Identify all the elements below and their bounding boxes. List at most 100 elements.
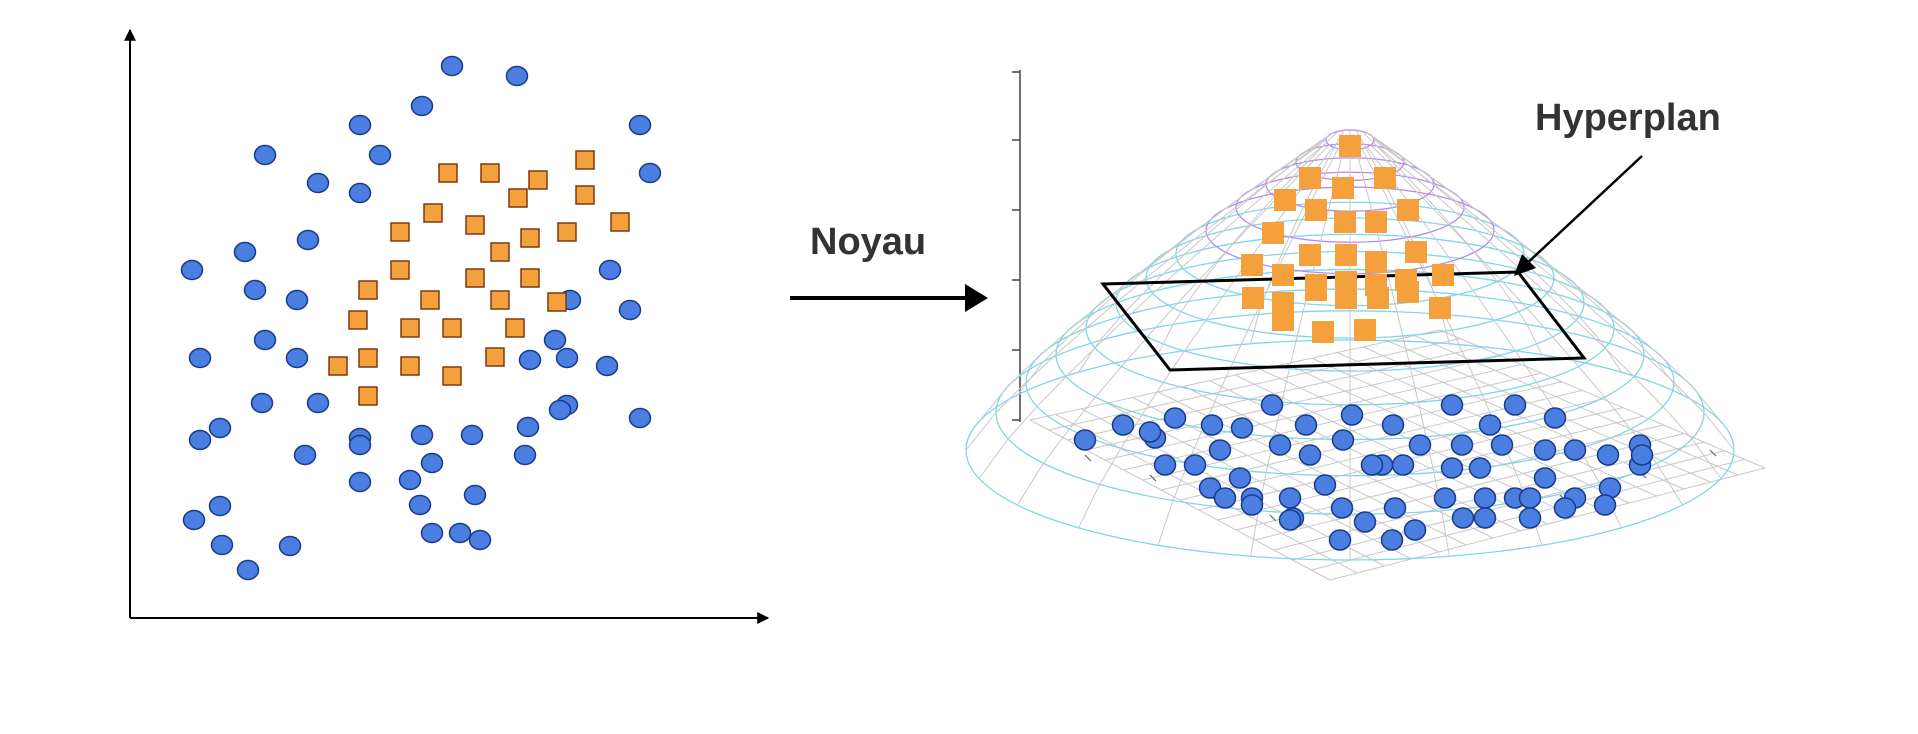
left-circle-point [278, 535, 302, 557]
left-circle-point [420, 452, 444, 474]
right-circle-point [1331, 429, 1355, 451]
left-circle-point [188, 347, 212, 369]
left-circle-point [460, 424, 484, 446]
right-circle-point [1593, 494, 1617, 516]
right-square-point [1305, 279, 1327, 301]
left-square-point [575, 185, 595, 205]
right-circle-point [1163, 407, 1187, 429]
right-circle-point [1433, 487, 1457, 509]
left-square-point [400, 356, 420, 376]
left-circle-point [618, 299, 642, 321]
left-square-point [442, 366, 462, 386]
left-circle-point [548, 399, 572, 421]
right-square-point [1354, 319, 1376, 341]
right-circle-point [1340, 404, 1364, 426]
right-circle-points [1073, 394, 1654, 551]
right-circle-point [1200, 414, 1224, 436]
right-circle-point [1183, 454, 1207, 476]
right-circle-point [1553, 497, 1577, 519]
left-circle-point [285, 347, 309, 369]
left-circle-point [180, 259, 204, 281]
left-circle-point [410, 424, 434, 446]
right-circle-point [1403, 519, 1427, 541]
left-square-point [508, 188, 528, 208]
right-circle-point [1473, 507, 1497, 529]
right-circle-point [1408, 434, 1432, 456]
left-square-point [465, 215, 485, 235]
right-square-point [1405, 241, 1427, 263]
left-circle-point [598, 259, 622, 281]
right-circle-point [1260, 394, 1284, 416]
right-square-point [1272, 309, 1294, 331]
right-square-point [1274, 189, 1296, 211]
left-circle-point [518, 349, 542, 371]
left-circle-point [543, 329, 567, 351]
left-circle-point [236, 559, 260, 581]
left-square-point [547, 292, 567, 312]
left-circle-point [368, 144, 392, 166]
left-circle-point [448, 522, 472, 544]
left-square-point [485, 347, 505, 367]
right-circle-point [1353, 511, 1377, 533]
left-square-point [575, 150, 595, 170]
right-square-point [1335, 244, 1357, 266]
left-square-point [358, 348, 378, 368]
kernel-label: Noyau [810, 221, 926, 263]
left-circle-point [408, 494, 432, 516]
left-circle-point [420, 522, 444, 544]
left-square-point [348, 310, 368, 330]
right-square-point [1241, 254, 1263, 276]
right-square-point [1305, 199, 1327, 221]
left-square-point [490, 242, 510, 262]
left-square-point [528, 170, 548, 190]
left-circle-point [398, 469, 422, 491]
left-circle-point [208, 417, 232, 439]
left-square-point [390, 260, 410, 280]
right-circle-point [1450, 434, 1474, 456]
left-square-point [358, 386, 378, 406]
right-circle-point [1240, 494, 1264, 516]
right-circle-point [1518, 487, 1542, 509]
right-square-point [1242, 287, 1264, 309]
right-circle-point [1330, 497, 1354, 519]
right-circle-point [1383, 497, 1407, 519]
left-square-point [423, 203, 443, 223]
right-circle-point [1111, 414, 1135, 436]
left-circle-point [348, 471, 372, 493]
right-square-point [1432, 264, 1454, 286]
left-square-point [610, 212, 630, 232]
left-circle-point [285, 289, 309, 311]
left-circle-point [233, 241, 257, 263]
right-circle-point [1298, 444, 1322, 466]
right-circle-point [1230, 417, 1254, 439]
right-circle-point [1440, 394, 1464, 416]
left-circle-point [306, 392, 330, 414]
left-circle-point [253, 329, 277, 351]
left-circle-point [243, 279, 267, 301]
left-square-points [328, 150, 630, 406]
right-square-point [1397, 199, 1419, 221]
right-square-point [1272, 264, 1294, 286]
left-circle-point [253, 144, 277, 166]
right-circle-point [1278, 487, 1302, 509]
right-square-point [1299, 244, 1321, 266]
left-circle-point [348, 434, 372, 456]
right-circle-point [1391, 454, 1415, 476]
right-circle-point [1138, 421, 1162, 443]
left-square-point [400, 318, 420, 338]
left-circle-point [348, 114, 372, 136]
right-circle-point [1478, 414, 1502, 436]
left-circle-point [182, 509, 206, 531]
left-circle-point [348, 182, 372, 204]
left-square-point [442, 318, 462, 338]
right-square-point [1332, 177, 1354, 199]
left-square-point [358, 280, 378, 300]
left-circle-point [516, 416, 540, 438]
right-circle-point [1473, 487, 1497, 509]
right-circle-point [1518, 507, 1542, 529]
right-square-point [1429, 297, 1451, 319]
right-circle-point [1153, 454, 1177, 476]
right-square-point [1299, 167, 1321, 189]
right-square-point [1367, 287, 1389, 309]
